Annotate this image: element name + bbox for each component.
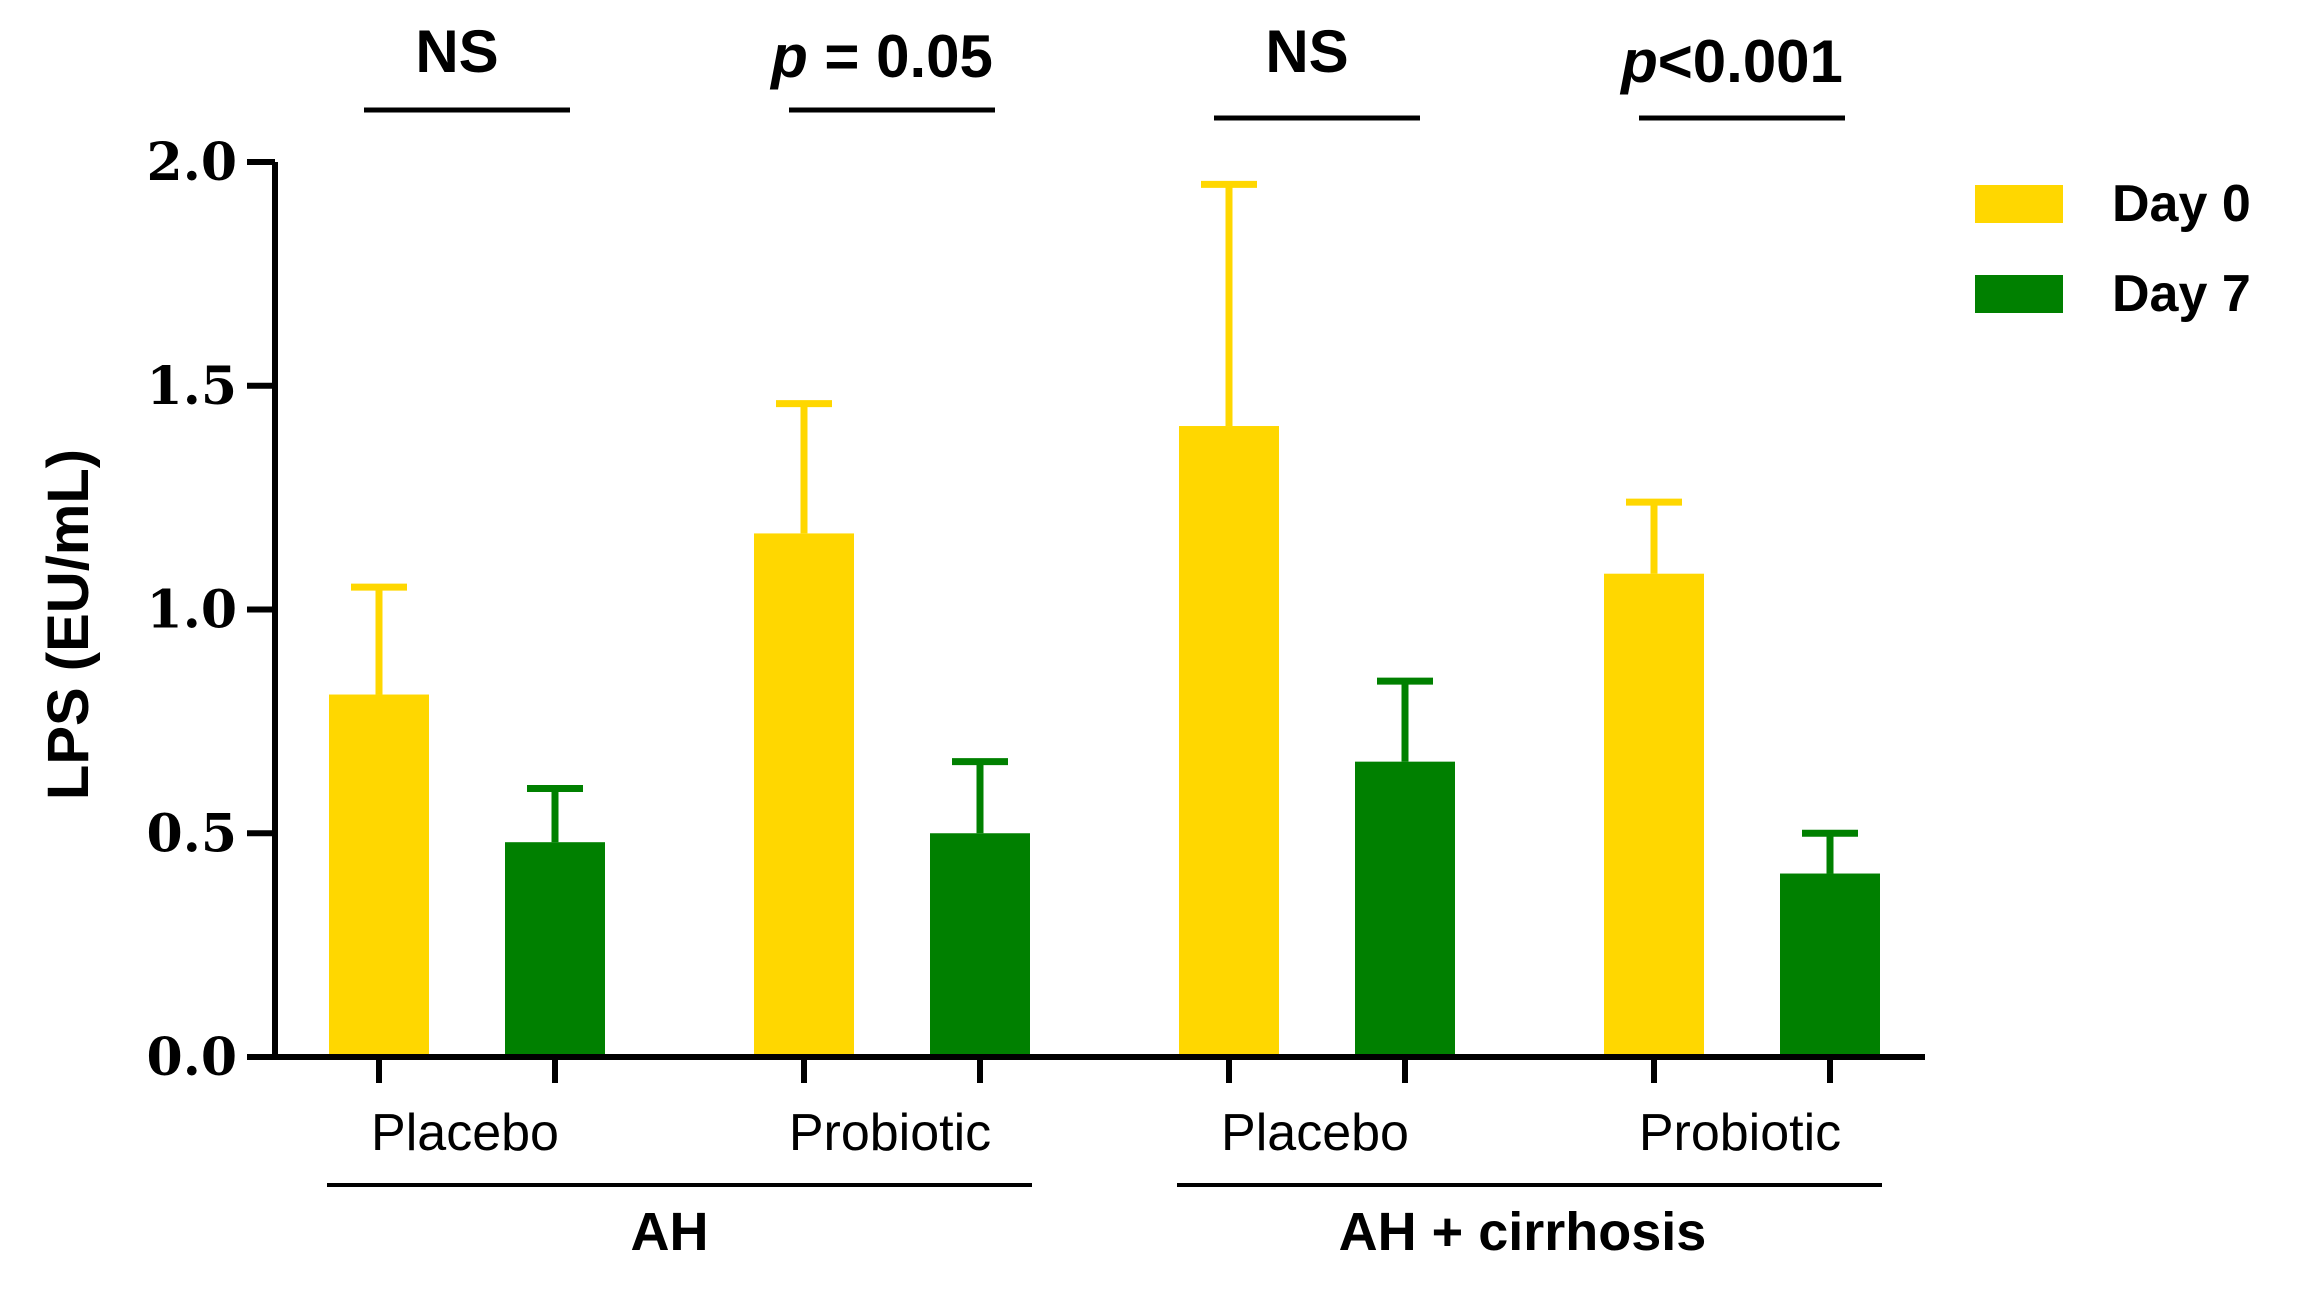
y-tick-label: 0.0 — [147, 1027, 237, 1088]
p-value: = 0.05 — [808, 23, 993, 90]
significance-label: NS — [415, 18, 498, 85]
significance-label: NS — [1265, 18, 1348, 85]
bar-day0-1 — [754, 533, 854, 1057]
y-tick-label: 2.0 — [147, 132, 237, 193]
y-axis-title: LPS (EU/mL) — [36, 449, 101, 800]
category-label: Placebo — [371, 1104, 559, 1162]
labels-layer: 0.0 0.5 1.0 1.5 2.0 LPS (EU/mL) Placebo Probiot… — [36, 132, 1882, 1262]
group-label: AH — [631, 1202, 709, 1262]
bar-day0-3 — [1604, 573, 1704, 1057]
significance-label: p<0.001 — [1619, 28, 1843, 95]
y-tick-label: 1.5 — [147, 356, 237, 417]
p-prefix: p — [769, 23, 808, 90]
legend-label: Day 0 — [2112, 175, 2251, 233]
category-label: Probiotic — [1639, 1104, 1841, 1162]
axes-layer — [247, 159, 1925, 1083]
legend-label: Day 7 — [2112, 265, 2251, 323]
y-tick-label: 1.0 — [147, 580, 237, 641]
category-label: Placebo — [1221, 1104, 1409, 1162]
legend-swatch — [1975, 275, 2063, 313]
group-label: AH + cirrhosis — [1339, 1202, 1707, 1262]
p-prefix: p — [1619, 28, 1658, 95]
bar-day0-0 — [329, 694, 429, 1057]
bar-day7-1 — [930, 833, 1030, 1057]
legend: Day 0 Day 7 — [1975, 175, 2251, 323]
p-value: <0.001 — [1658, 28, 1843, 95]
bars-layer — [329, 426, 1880, 1057]
error-bars-layer — [351, 180, 1858, 874]
significance-label: p = 0.05 — [769, 23, 993, 90]
category-label: Probiotic — [789, 1104, 991, 1162]
bar-day7-3 — [1780, 873, 1880, 1057]
legend-swatch — [1975, 185, 2063, 223]
y-tick-label: 0.5 — [147, 803, 237, 864]
bar-day0-2 — [1179, 426, 1279, 1057]
significance-annotations: NS p = 0.05 NS p<0.001 — [364, 18, 1845, 121]
bar-day7-2 — [1355, 761, 1455, 1057]
bar-day7-0 — [505, 842, 605, 1057]
